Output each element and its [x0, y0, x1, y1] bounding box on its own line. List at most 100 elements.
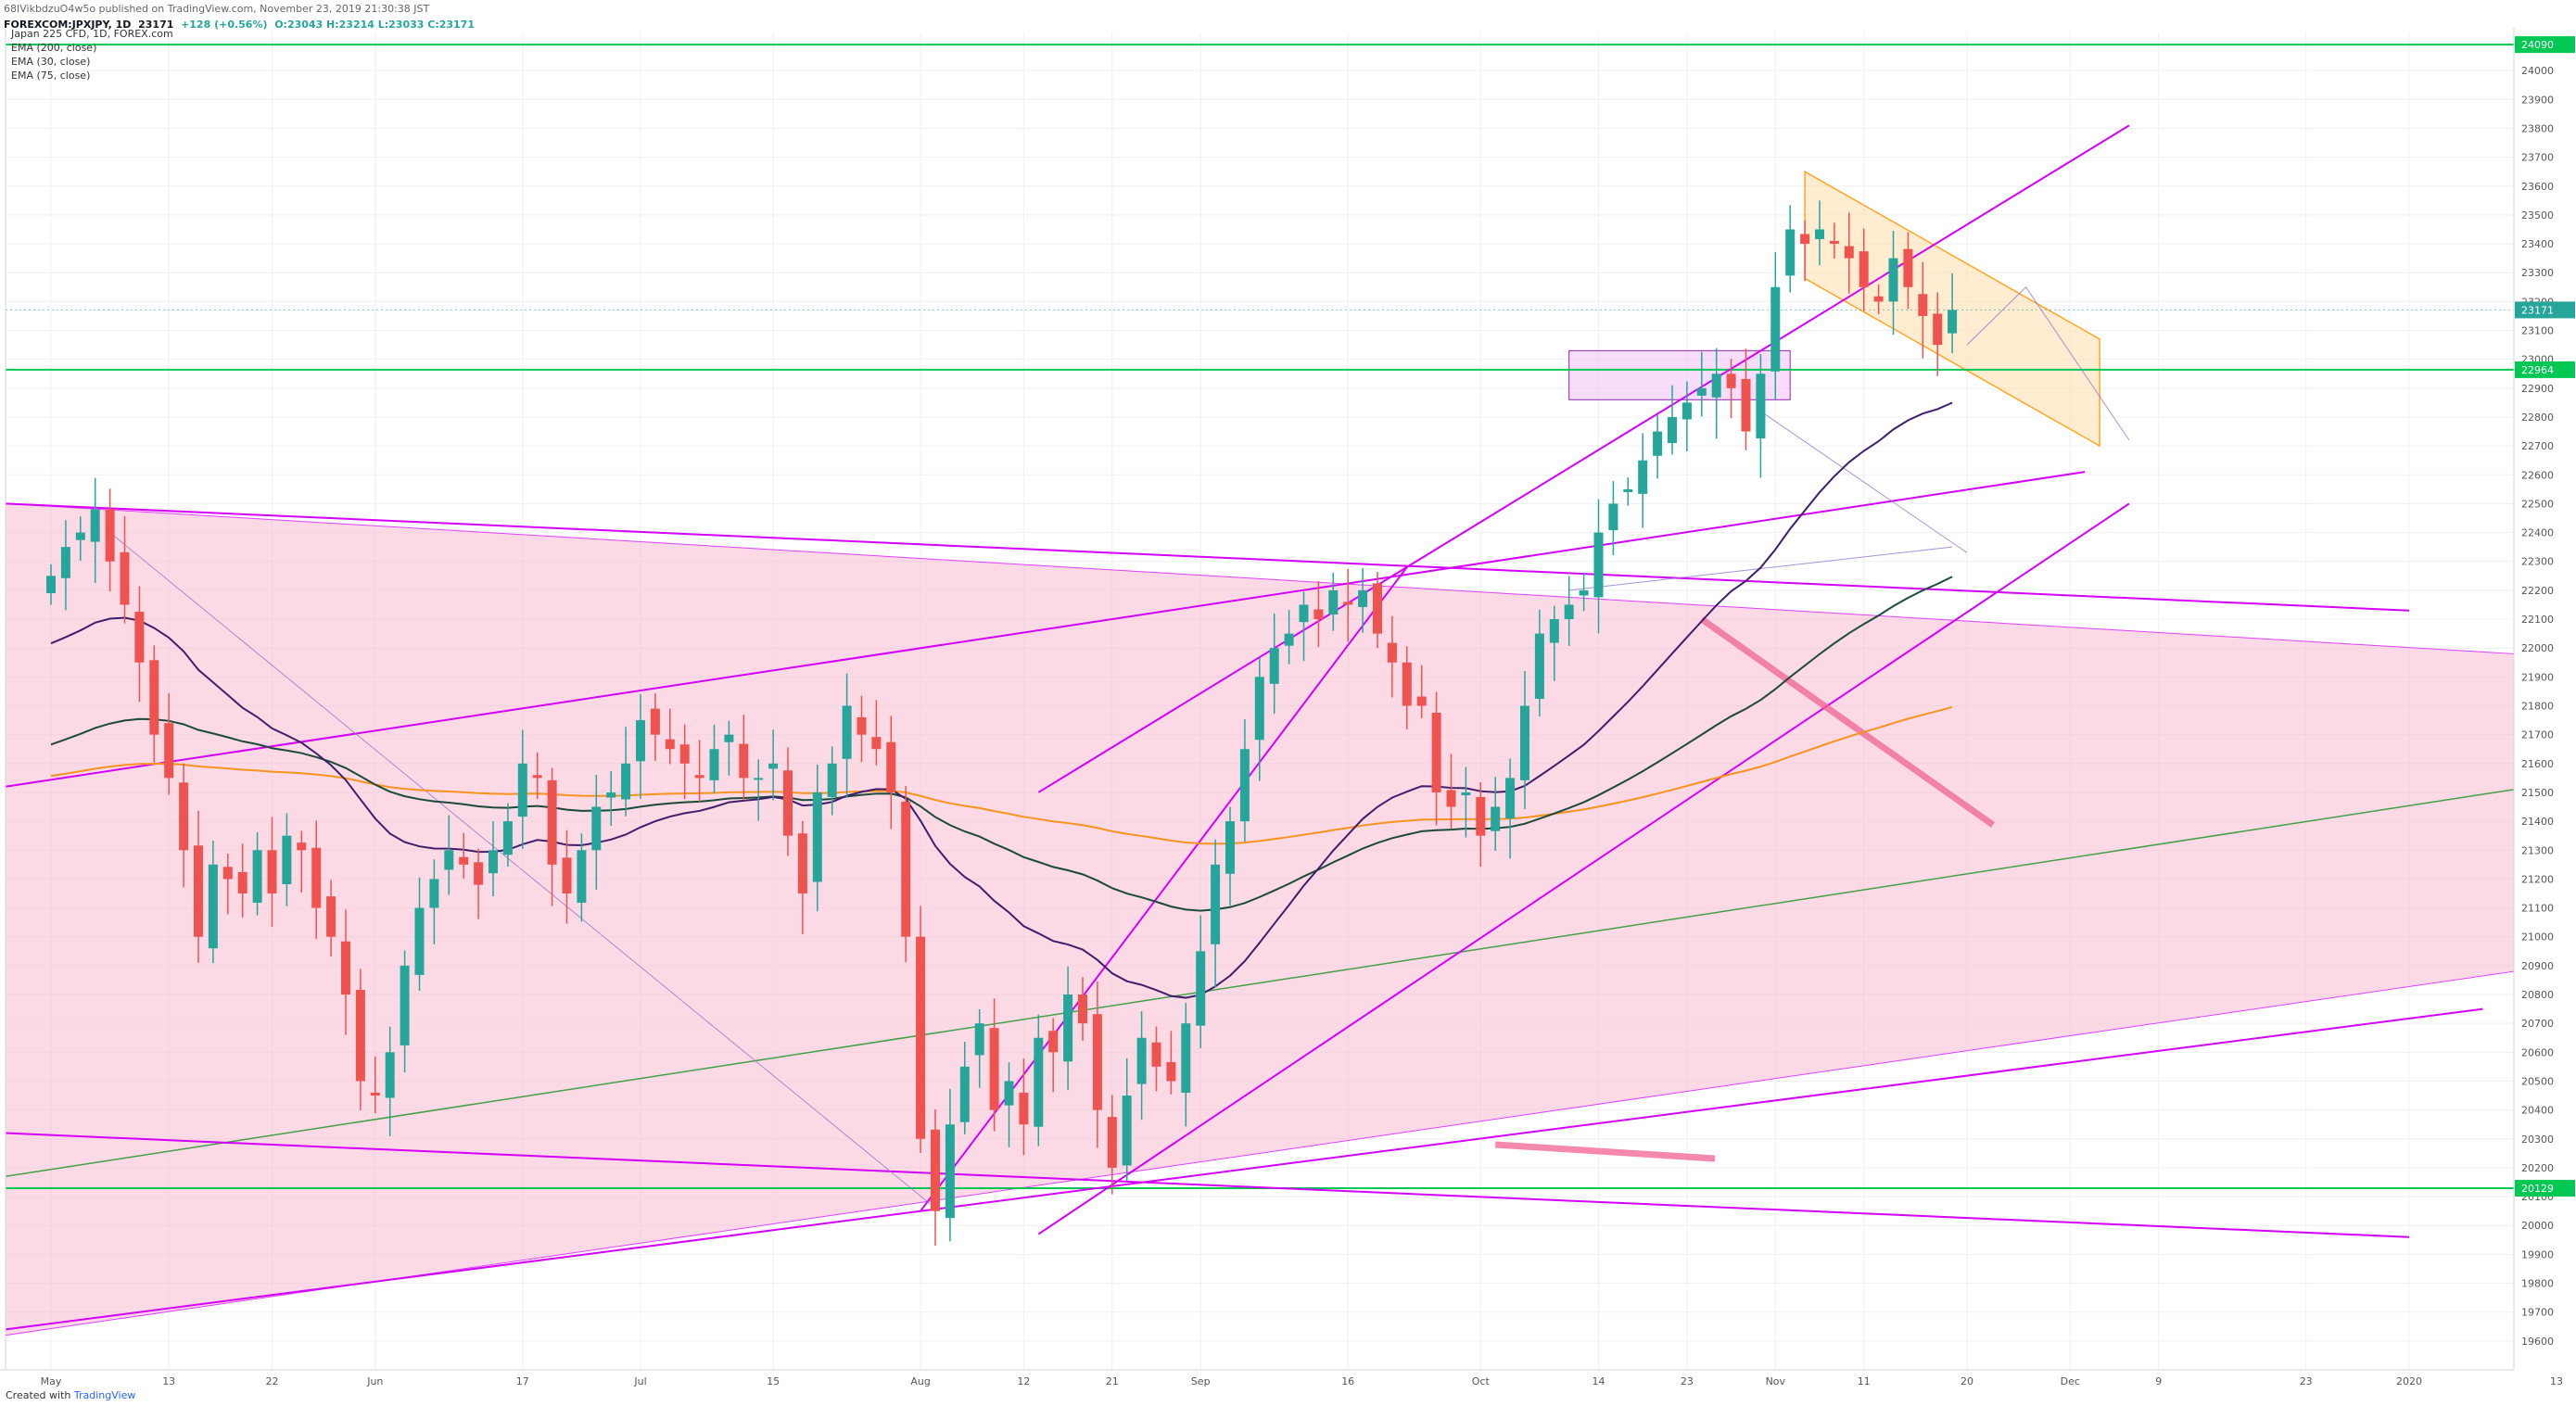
candles: [46, 200, 1958, 1247]
candle: [783, 747, 793, 856]
candle-body: [502, 821, 513, 855]
candle-body: [1402, 662, 1412, 706]
candle: [1859, 228, 1869, 311]
candle: [945, 1088, 955, 1242]
candle: [1373, 571, 1382, 649]
candle: [1078, 977, 1087, 1041]
candle-body: [591, 806, 602, 851]
candle: [222, 853, 233, 915]
candle-body: [267, 850, 277, 893]
candle: [1491, 777, 1501, 851]
candle: [1711, 348, 1721, 439]
candle: [237, 843, 247, 918]
candle-body: [1741, 378, 1751, 432]
candle: [326, 880, 336, 957]
price-tag-label: 24090: [2521, 39, 2554, 51]
candle: [959, 1042, 970, 1134]
price-tick-label: 19800: [2521, 1278, 2554, 1290]
candle-body: [1343, 602, 1353, 605]
price-tick-label: 22900: [2521, 383, 2554, 395]
projection-line: [109, 532, 936, 1209]
candle: [1063, 966, 1073, 1091]
candle: [1269, 614, 1279, 714]
legend-ema30[interactable]: EMA (30, close): [11, 56, 91, 68]
candle: [282, 813, 292, 906]
candle: [1196, 915, 1206, 1048]
candle: [1402, 646, 1412, 730]
candle: [931, 1109, 940, 1247]
candle: [871, 700, 882, 766]
candle: [311, 820, 322, 940]
candle-body: [694, 775, 704, 779]
price-tick-label: 23800: [2521, 122, 2554, 134]
candle-body: [724, 734, 734, 742]
candle-body: [237, 871, 247, 893]
legend-ema75[interactable]: EMA (75, close): [11, 70, 91, 82]
candle: [1476, 782, 1486, 868]
callout-connector: [1699, 616, 1996, 828]
candle-body: [1092, 1014, 1102, 1110]
candle: [1608, 481, 1618, 555]
time-tick-label: Nov: [1766, 1375, 1786, 1387]
candle-body: [1107, 1117, 1117, 1168]
price-tick-label: 22700: [2521, 440, 2554, 452]
candle-body: [562, 857, 572, 893]
time-tick-label: Jun: [366, 1375, 383, 1387]
candle: [1888, 231, 1898, 336]
candle: [1092, 982, 1102, 1148]
candle-body: [429, 879, 439, 908]
candle: [724, 720, 734, 776]
candle-body: [1122, 1096, 1132, 1166]
price-tick-label: 23300: [2521, 267, 2554, 279]
candle-body: [179, 782, 189, 851]
candle-body: [1638, 460, 1648, 494]
candle: [1815, 200, 1824, 266]
last-price: 23171: [138, 19, 174, 31]
candle: [547, 767, 557, 906]
candle: [1446, 754, 1456, 829]
price-tag-label: 20129: [2521, 1183, 2554, 1195]
candle-body: [1948, 310, 1958, 334]
candle: [149, 645, 159, 763]
price-tick-label: 21500: [2521, 787, 2554, 799]
candle: [842, 673, 852, 798]
price-tick-label: 19700: [2521, 1307, 2554, 1319]
candle-body: [931, 1129, 940, 1211]
candle: [1696, 351, 1707, 417]
candle-body: [517, 763, 527, 817]
candle-body: [90, 509, 100, 542]
candle-body: [1181, 1023, 1191, 1093]
candle: [517, 729, 527, 850]
candle: [252, 831, 262, 916]
legend-ema200[interactable]: EMA (200, close): [11, 42, 97, 54]
candle-body: [1461, 792, 1471, 796]
price-tick-label: 22000: [2521, 642, 2554, 654]
candle: [1520, 671, 1529, 810]
candle: [208, 840, 218, 964]
ema200-line: [50, 705, 1953, 845]
tradingview-logo[interactable]: TradingView: [73, 1389, 136, 1401]
candle: [857, 695, 867, 763]
candle: [768, 729, 779, 801]
candle: [886, 716, 896, 830]
candle-body: [370, 1092, 380, 1096]
candle-body: [326, 896, 336, 937]
candle: [665, 708, 675, 765]
time-tick-label: 17: [516, 1375, 529, 1387]
candle: [1225, 806, 1235, 906]
candle-body: [768, 763, 779, 769]
candle-body: [222, 867, 233, 880]
candle: [1358, 567, 1368, 633]
candle-body: [1844, 246, 1854, 259]
resistance-box: [1568, 349, 1791, 400]
candle: [1829, 222, 1839, 259]
price-tick-label: 20800: [2521, 989, 2554, 1001]
candle: [1638, 433, 1648, 528]
candle: [1136, 1011, 1147, 1121]
candle: [194, 810, 203, 963]
candle: [1681, 381, 1692, 452]
price-tick-label: 20200: [2521, 1162, 2554, 1174]
candle: [1948, 272, 1958, 354]
candle: [1166, 1031, 1176, 1095]
